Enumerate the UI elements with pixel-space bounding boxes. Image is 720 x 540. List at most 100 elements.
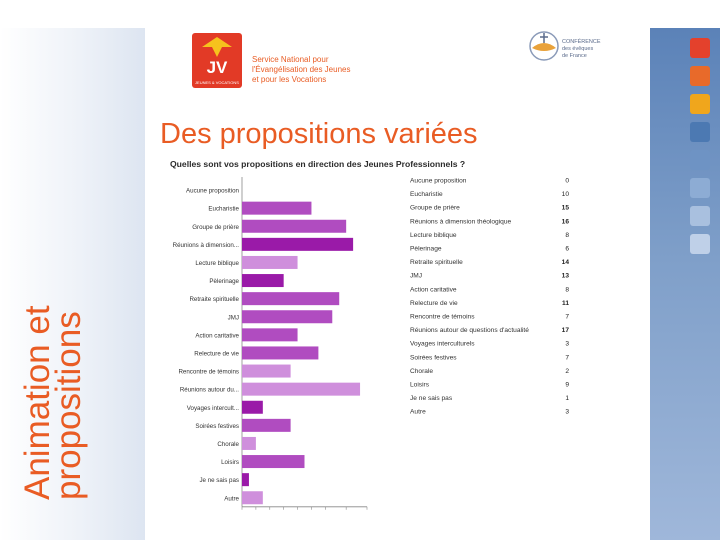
bar-15 (242, 455, 305, 469)
category-label-13: Soirées festives (195, 423, 239, 430)
category-label-11: Réunions autour du... (180, 387, 239, 394)
legend-label-1: Eucharistie (410, 191, 443, 198)
category-label-3: Réunions à dimension... (173, 242, 240, 249)
legend-label-11: Réunions autour de questions d'actualité (410, 327, 529, 334)
data-value-12: 3 (565, 341, 569, 348)
data-value-16: 1 (565, 395, 569, 402)
category-label-2: Groupe de prière (192, 224, 239, 231)
category-label-14: Chorale (217, 441, 239, 448)
bar-4 (242, 255, 298, 269)
square-7 (690, 206, 710, 226)
bar-16 (242, 473, 249, 487)
legend-label-6: Retraite spirituelle (410, 259, 463, 266)
data-value-6: 14 (562, 259, 570, 266)
data-value-11: 17 (562, 327, 570, 334)
square-1 (690, 38, 710, 58)
category-label-6: Retraite spirituelle (189, 296, 239, 303)
category-label-15: Loisirs (221, 459, 239, 466)
bar-1 (242, 201, 312, 215)
data-value-3: 16 (562, 218, 570, 225)
jv-logo: JV JEUNES & VOCATIONS (192, 33, 242, 88)
org-line-2: l'Évangélisation des Jeunes (252, 65, 351, 74)
data-value-9: 11 (562, 300, 569, 307)
legend-label-4: Lecture biblique (410, 232, 457, 239)
org-line-3: et pour les Vocations (252, 75, 327, 84)
legend-label-2: Groupe de prière (410, 205, 460, 212)
legend-label-7: JMJ (410, 273, 422, 280)
legend-label-9: Relecture de vie (410, 300, 458, 307)
data-value-1: 10 (562, 191, 570, 198)
category-label-12: Voyages intercult... (187, 405, 240, 412)
data-value-0: 0 (565, 178, 569, 185)
jv-logo-caption: JEUNES & VOCATIONS (195, 80, 239, 85)
org-line-1: Service National pour (252, 55, 329, 64)
bar-17 (242, 491, 263, 505)
data-value-5: 6 (565, 246, 569, 253)
legend-label-16: Je ne sais pas (410, 395, 453, 402)
bar-13 (242, 418, 291, 432)
data-value-2: 15 (562, 205, 570, 212)
jv-logo-text: JV (207, 58, 228, 77)
legend-label-10: Rencontre de témoins (410, 314, 475, 321)
legend-label-5: Pèlerinage (410, 246, 442, 253)
cef-line-2: des évêques (562, 46, 594, 52)
legend-label-3: Réunions à dimension théologique (410, 218, 512, 225)
legend-label-12: Voyages interculturels (410, 341, 475, 348)
category-label-16: Je ne sais pas (199, 477, 239, 484)
legend-label-13: Soirées festives (410, 354, 457, 361)
data-value-14: 2 (565, 368, 569, 375)
cef-logo-icon (529, 31, 559, 61)
data-value-15: 9 (565, 382, 569, 389)
cef-line-3: de France (562, 53, 587, 59)
bar-11 (242, 382, 361, 396)
bar-8 (242, 328, 298, 342)
category-label-17: Autre (224, 495, 239, 502)
square-8 (690, 234, 710, 254)
bar-12 (242, 400, 263, 414)
bar-chart: Aucune proposition Eucharistie Groupe de p… (173, 177, 570, 510)
data-value-7: 13 (562, 273, 570, 280)
data-value-17: 3 (565, 409, 569, 416)
square-3 (690, 94, 710, 114)
vertical-section-title: Animation et propositions (18, 305, 88, 500)
category-label-10: Rencontre de témoins (178, 369, 239, 376)
category-label-9: Relecture de vie (194, 350, 239, 357)
category-label-0: Aucune proposition (186, 188, 240, 195)
jv-logo-graphic: JV JEUNES & VOCATIONS (195, 37, 239, 85)
vertical-title-line-2: propositions (49, 311, 88, 500)
data-value-8: 8 (565, 286, 569, 293)
square-5 (690, 150, 710, 170)
data-value-10: 7 (565, 314, 569, 321)
legend-label-8: Action caritative (410, 286, 457, 293)
category-label-5: Pèlerinage (209, 278, 239, 285)
square-2 (690, 66, 710, 86)
cef-line-1: CONFÉRENCE (562, 39, 601, 45)
square-6 (690, 178, 710, 198)
data-value-13: 7 (565, 354, 569, 361)
chart-container: Quelles sont vos propositions en directi… (160, 155, 570, 510)
category-label-4: Lecture biblique (195, 260, 239, 267)
data-value-4: 8 (565, 232, 569, 239)
bar-2 (242, 219, 347, 233)
square-4 (690, 122, 710, 142)
legend-label-15: Loisirs (410, 382, 430, 389)
legend-label-17: Autre (410, 409, 426, 416)
organization-name: Service National pour l'Évangélisation d… (252, 55, 350, 85)
category-label-1: Eucharistie (208, 206, 239, 213)
chart-title: Quelles sont vos propositions en directi… (170, 159, 466, 169)
category-label-7: JMJ (228, 314, 239, 321)
bar-3 (242, 237, 354, 251)
decorative-squares (690, 38, 710, 262)
bar-9 (242, 346, 319, 360)
bar-10 (242, 364, 291, 378)
slide-title: Des propositions variées (160, 118, 478, 150)
bar-14 (242, 436, 256, 450)
bar-7 (242, 310, 333, 324)
bar-5 (242, 274, 284, 288)
cef-name: CONFÉRENCE des évêques de France (562, 39, 601, 60)
category-label-8: Action caritative (195, 332, 239, 339)
side-panel (0, 28, 145, 540)
legend-label-14: Chorale (410, 368, 433, 375)
bar-6 (242, 292, 340, 306)
legend-label-0: Aucune proposition (410, 178, 467, 185)
